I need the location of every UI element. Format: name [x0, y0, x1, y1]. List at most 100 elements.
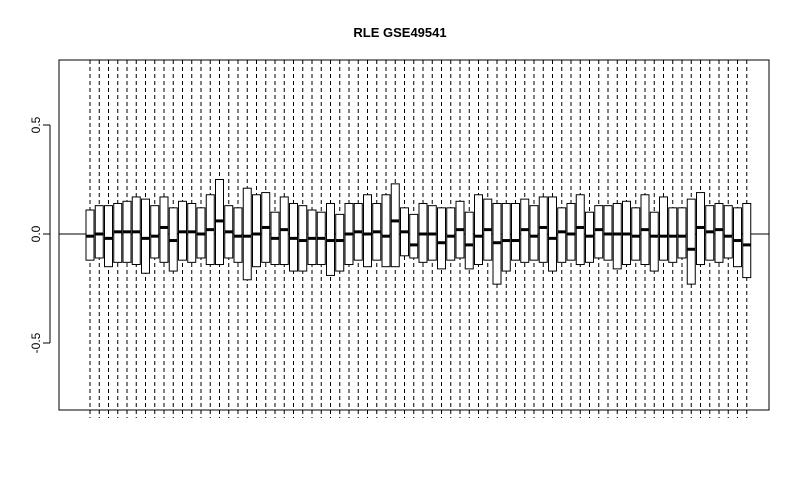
box-body [501, 202, 511, 272]
box-body [141, 198, 150, 274]
box-19 [252, 194, 261, 268]
box-3 [104, 205, 113, 268]
box-61 [640, 194, 650, 266]
box-51 [548, 196, 557, 272]
box-body [659, 196, 668, 261]
box-14 [205, 194, 215, 266]
box-body [159, 196, 169, 263]
box-59 [622, 200, 631, 266]
box-6 [131, 196, 141, 266]
box-5 [122, 200, 132, 263]
box-21 [270, 211, 280, 266]
y-tick-label: 0.5 [29, 116, 43, 133]
box-49 [529, 205, 539, 261]
box-32 [372, 202, 382, 261]
y-tick-label: 0.0 [29, 225, 43, 242]
box-body [631, 207, 641, 261]
box-33 [381, 194, 391, 268]
box-2 [94, 205, 104, 259]
box-8 [150, 205, 160, 259]
box-1 [85, 209, 95, 261]
box-body [566, 202, 576, 261]
box-66 [686, 198, 696, 285]
box-7 [141, 198, 150, 274]
box-41 [455, 200, 465, 259]
box-60 [631, 207, 641, 261]
box-56 [594, 205, 604, 259]
box-10 [168, 207, 178, 272]
box-43 [474, 194, 483, 266]
box-30 [353, 202, 363, 261]
box-body [723, 205, 733, 259]
box-36 [409, 213, 419, 259]
box-body [677, 207, 687, 259]
box-25 [307, 209, 317, 266]
box-45 [492, 202, 502, 285]
box-body [363, 194, 372, 268]
box-body [104, 205, 113, 268]
box-68 [705, 205, 715, 261]
box-body [575, 194, 585, 266]
box-34 [390, 183, 400, 268]
box-body [150, 205, 160, 259]
box-13 [196, 207, 206, 259]
box-body [335, 213, 345, 272]
boxes-layer [85, 179, 752, 285]
box-23 [289, 202, 298, 272]
box-9 [159, 196, 169, 263]
box-body [649, 211, 659, 272]
box-71 [733, 207, 742, 268]
box-body [381, 194, 391, 268]
box-12 [187, 202, 197, 263]
box-24 [298, 205, 308, 272]
box-4 [113, 202, 123, 263]
box-body [242, 187, 252, 281]
box-body [474, 194, 483, 266]
box-body [557, 207, 567, 263]
box-11 [178, 200, 187, 261]
box-body [529, 205, 539, 261]
chart-title: RLE GSE49541 [353, 25, 446, 40]
box-26 [316, 211, 326, 266]
box-17 [233, 207, 243, 263]
box-body [548, 196, 557, 272]
box-body [686, 198, 696, 285]
box-64 [668, 207, 678, 263]
y-tick-label: -0.5 [29, 332, 43, 353]
box-55 [585, 211, 594, 263]
box-body [742, 202, 752, 279]
box-body [298, 205, 308, 272]
box-47 [511, 202, 520, 261]
box-body [252, 194, 261, 268]
box-70 [723, 205, 733, 259]
box-body [437, 207, 446, 270]
box-39 [437, 207, 446, 270]
box-28 [335, 213, 345, 272]
box-body [94, 205, 104, 259]
box-31 [363, 194, 372, 268]
box-22 [279, 196, 289, 266]
box-20 [261, 192, 271, 263]
box-16 [224, 205, 234, 259]
box-body [714, 202, 724, 263]
box-body [594, 205, 604, 259]
box-42 [464, 211, 474, 270]
box-40 [446, 207, 456, 261]
box-53 [566, 202, 576, 261]
box-62 [649, 211, 659, 272]
box-48 [520, 198, 530, 263]
box-body [538, 196, 548, 263]
box-37 [418, 202, 428, 263]
box-35 [400, 207, 409, 257]
box-body [612, 202, 622, 270]
box-body [409, 213, 419, 259]
box-50 [538, 196, 548, 263]
box-46 [501, 202, 511, 272]
box-18 [242, 187, 252, 281]
box-body [511, 202, 520, 261]
box-body [390, 183, 400, 268]
box-body [446, 207, 456, 261]
box-body [733, 207, 742, 268]
box-58 [612, 202, 622, 270]
